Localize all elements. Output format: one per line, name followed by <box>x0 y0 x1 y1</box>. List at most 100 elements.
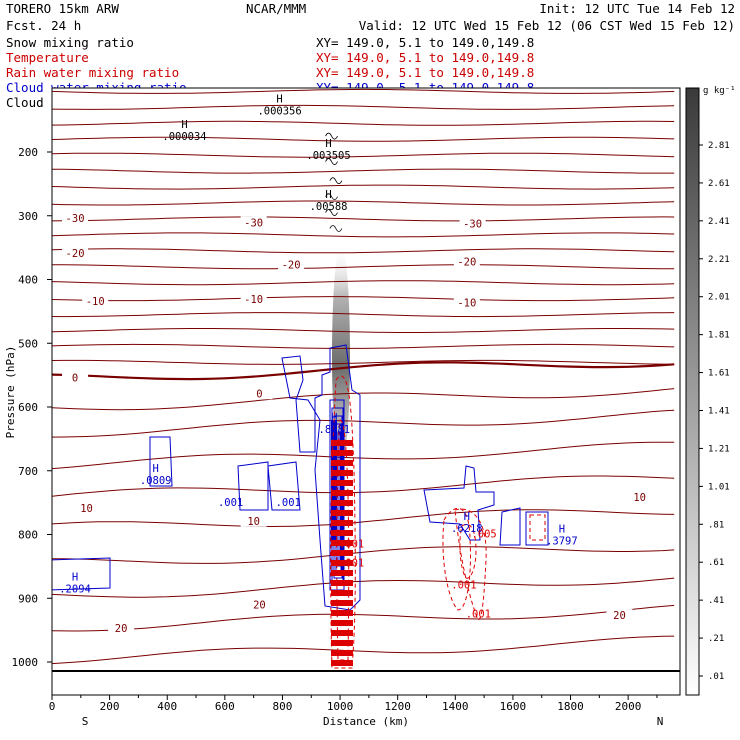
extremum-mark: H <box>181 119 187 131</box>
rain-water-contour <box>330 375 356 669</box>
extremum-value: .8481 <box>319 424 351 436</box>
x-axis-label: Distance (km) <box>323 715 409 728</box>
y-tick-label: 900 <box>18 592 38 605</box>
rain-heavy-fill <box>331 570 353 576</box>
colorbar-tick-label: 1.41 <box>708 407 730 417</box>
legend-xy: XY= 149.0, 5.1 to 149.0,149.8 <box>316 50 534 65</box>
extremum-mark: H <box>325 189 331 201</box>
isotherm <box>52 216 675 222</box>
axes: 0 200 400 600 800 1000 1200 1400 1600 1800 2000200… <box>12 146 658 713</box>
legend-label: Temperature <box>6 50 89 65</box>
isotherm <box>52 184 675 190</box>
cloud-water-contour <box>423 465 495 541</box>
y-tick-label: 1000 <box>12 656 39 669</box>
extremum-mark: H <box>559 524 565 536</box>
colorbar-tick-label: .61 <box>708 558 724 568</box>
y-tick-label: 800 <box>18 529 38 542</box>
isotherm <box>52 441 675 470</box>
x-tick-label: 600 <box>215 700 235 713</box>
contour-value-label: .005 <box>471 529 496 541</box>
legend-label: Rain water mixing ratio <box>6 65 179 80</box>
x-tick-label: 0 <box>49 700 56 713</box>
isotherm <box>52 232 675 238</box>
isotherm <box>52 475 675 497</box>
legend-xy: XY= 149.0, 5.1 to 149.0,149.8 <box>316 65 534 80</box>
cloud-water-contour <box>499 507 521 546</box>
cloud-ice-contour <box>329 225 343 232</box>
colorbar-tick-label: .21 <box>708 634 724 644</box>
isotherm <box>52 604 675 632</box>
rain-heavy-fill <box>331 550 353 556</box>
colorbar-tick-label: 1.01 <box>708 482 730 492</box>
isotherm-label: 0 <box>256 388 262 400</box>
isotherm-label-bg <box>108 621 135 634</box>
isotherm-label: -10 <box>457 298 476 310</box>
isotherm-label: 20 <box>115 623 128 635</box>
cloud-water-contour <box>281 344 361 611</box>
isotherm-label: -10 <box>244 294 263 306</box>
rain-water-contour <box>454 508 487 621</box>
extremum-mark: H <box>153 463 159 475</box>
x-tick-label: 1000 <box>327 700 354 713</box>
isotherm <box>52 577 675 598</box>
extremum-mark: H <box>276 93 282 105</box>
isotherm <box>52 359 675 365</box>
isotherm-label-bg <box>240 514 267 527</box>
isotherm <box>52 343 675 349</box>
cloud-water-contour <box>52 557 111 591</box>
x-tick-label: 400 <box>157 700 177 713</box>
extremum-value: .003505 <box>306 150 350 162</box>
model-title: TORERO 15km ARW <box>6 1 119 16</box>
rain-heavy-fill <box>331 530 353 536</box>
isotherm <box>52 136 675 142</box>
x-tick-label: 2000 <box>615 700 642 713</box>
isotherm-label: -20 <box>282 259 301 271</box>
colorbar-tick-label: 1.21 <box>708 444 730 454</box>
valid-time: Valid: 12 UTC Wed 15 Feb 12 (06 CST Wed … <box>359 18 735 33</box>
extremum-value: .0809 <box>140 475 172 487</box>
isotherm-label-bg <box>62 211 89 224</box>
contour-value-label: .001 <box>339 557 364 569</box>
isotherm-label: -20 <box>66 248 85 260</box>
north-endpoint-label: N <box>657 715 664 728</box>
isotherm-label-bg <box>453 296 480 309</box>
x-tick-label: 200 <box>100 700 120 713</box>
extremum-value: .00588 <box>310 201 348 213</box>
rain-water-contour <box>529 514 546 541</box>
contour-value-label: .001 <box>466 608 491 620</box>
rain-heavy-fill <box>331 470 353 476</box>
rain-heavy-fill <box>331 590 353 596</box>
isotherm <box>52 88 675 94</box>
contour-value-label: .001 <box>451 580 476 592</box>
rain-heavy-fill <box>331 560 353 566</box>
isotherm-label-bg <box>606 609 633 622</box>
rain-heavy-fill <box>331 480 353 486</box>
rain-heavy-fill <box>331 500 353 506</box>
extremum-value: .2094 <box>59 584 91 596</box>
plot-frame <box>51 87 681 696</box>
x-tick-label: 800 <box>273 700 293 713</box>
snow-shading <box>332 245 350 465</box>
rain-heavy-fill <box>331 440 353 446</box>
cloud-ice-contour <box>329 177 343 185</box>
extremum-value: .000034 <box>162 131 206 143</box>
isotherm-label: -20 <box>457 256 476 268</box>
colorbar-tick-label: .41 <box>708 596 724 606</box>
rain-heavy-fill <box>331 510 353 516</box>
colorbar-tick-label: .81 <box>708 520 724 530</box>
south-endpoint-label: S <box>82 715 89 728</box>
isotherm <box>52 152 675 158</box>
colorbar-tick-label: 2.81 <box>708 141 730 151</box>
isotherm-label-bg <box>459 217 486 230</box>
cloud-water-contour <box>267 461 301 511</box>
colorbar-tick-label: .01 <box>708 672 724 682</box>
isotherm-label-bg <box>62 371 89 384</box>
contour-value-label: .001 <box>276 497 301 509</box>
extremum-mark: H <box>464 511 470 523</box>
rain-water-contour <box>442 508 471 611</box>
rain-heavy-fill <box>331 580 353 586</box>
extremum-value: .6218 <box>451 523 483 535</box>
isotherm-label: 20 <box>613 610 626 622</box>
rain-heavy-fill <box>331 450 353 456</box>
contour-value-label: .001 <box>218 497 243 509</box>
